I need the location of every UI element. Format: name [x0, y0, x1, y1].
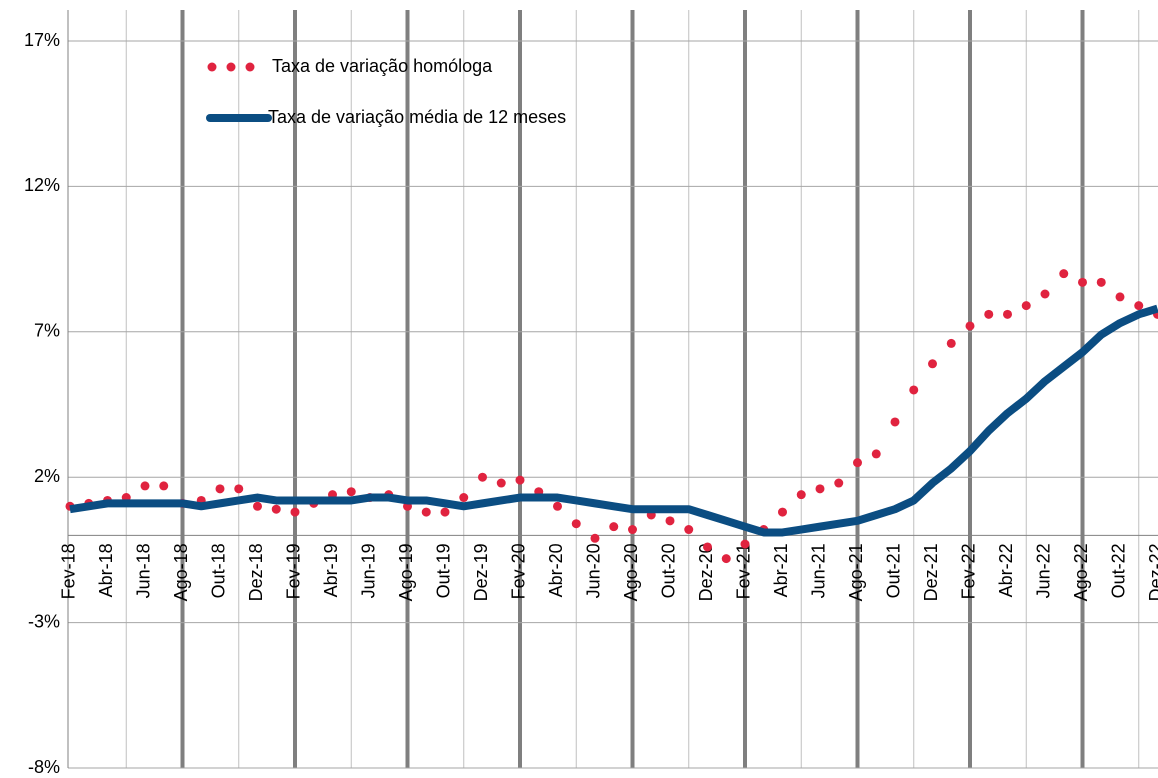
x-tick-label: Fev-20: [509, 543, 529, 599]
x-tick-label: Jun-22: [1034, 543, 1054, 598]
x-tick-label: Abr-19: [321, 543, 341, 597]
x-tick-label: Ago-18: [171, 543, 191, 601]
x-tick-label: Dez-22: [1146, 543, 1158, 601]
x-tick-label: Fev-18: [59, 543, 79, 599]
x-tick-label: Dez-20: [696, 543, 716, 601]
data-dot: [853, 458, 862, 468]
data-dot: [1115, 292, 1125, 302]
data-dot: [946, 338, 956, 348]
x-tick-label: Out-22: [1109, 543, 1129, 598]
x-tick-label: Out-20: [659, 543, 679, 598]
x-tick-label: Ago-21: [846, 543, 866, 601]
x-tick-label: Jun-21: [809, 543, 829, 598]
data-dot: [721, 554, 731, 564]
y-tick-label: -3%: [28, 611, 60, 631]
data-dot: [665, 516, 675, 526]
data-dot: [984, 309, 994, 319]
y-tick-label: 7%: [34, 321, 60, 341]
data-dot: [515, 475, 525, 485]
x-tick-label: Dez-18: [246, 543, 266, 601]
data-dot: [609, 522, 619, 532]
data-dot: [271, 504, 281, 514]
data-dot: [778, 507, 787, 517]
data-dot: [571, 519, 581, 529]
data-dot: [1059, 269, 1069, 279]
x-tick-label: Jun-20: [584, 543, 604, 598]
data-dot: [234, 484, 244, 494]
x-tick-label: Abr-21: [771, 543, 791, 597]
data-dot: [1003, 309, 1012, 319]
x-tick-label: Ago-22: [1071, 543, 1091, 601]
data-dot: [740, 539, 750, 549]
data-dot: [440, 507, 450, 517]
data-dot: [253, 501, 262, 511]
legend-marker: [226, 62, 236, 72]
x-tick-label: Out-18: [209, 543, 229, 598]
x-tick-label: Abr-20: [546, 543, 566, 597]
data-line: [69, 304, 1158, 537]
legend-label: Taxa de variação homóloga: [272, 56, 493, 76]
x-tick-label: Dez-19: [471, 543, 491, 601]
data-dot: [1040, 289, 1050, 299]
data-dot: [1096, 277, 1106, 287]
y-tick-label: 2%: [34, 466, 60, 486]
data-dot: [1078, 277, 1087, 287]
data-dot: [215, 484, 225, 494]
data-dot: [628, 525, 637, 535]
data-dot: [159, 481, 169, 491]
legend-marker: [207, 62, 217, 72]
data-dot: [871, 449, 881, 459]
data-dot: [909, 385, 919, 395]
x-tick-label: Abr-18: [96, 543, 116, 597]
data-dot: [965, 321, 975, 331]
x-tick-label: Ago-19: [396, 543, 416, 601]
x-tick-label: Ago-20: [621, 543, 641, 601]
data-dot: [928, 359, 937, 369]
x-tick-label: Abr-22: [996, 543, 1016, 597]
data-dot: [1021, 301, 1031, 311]
data-dot: [890, 417, 900, 427]
data-dot: [346, 487, 356, 497]
x-tick-label: Fev-19: [284, 543, 304, 599]
x-tick-label: Dez-21: [921, 543, 941, 601]
data-dot: [140, 481, 150, 491]
data-dot: [703, 542, 712, 552]
data-dot: [421, 507, 431, 517]
y-tick-label: 17%: [24, 30, 60, 50]
data-dot: [590, 533, 600, 543]
y-tick-label: 12%: [24, 175, 60, 195]
x-tick-label: Fev-21: [734, 543, 754, 599]
data-dot: [684, 525, 694, 535]
x-tick-label: Jun-19: [359, 543, 379, 598]
x-tick-label: Jun-18: [134, 543, 154, 598]
x-tick-label: Out-21: [884, 543, 904, 598]
data-dot: [796, 490, 806, 500]
legend-label: Taxa de variação média de 12 meses: [268, 107, 566, 127]
data-dot: [553, 501, 562, 511]
data-dot: [834, 478, 844, 488]
data-dot: [496, 478, 506, 488]
legend-marker: [245, 62, 255, 72]
data-dot: [815, 484, 825, 494]
data-dot: [478, 472, 487, 482]
x-tick-label: Out-19: [434, 543, 454, 598]
x-tick-label: Fev-22: [959, 543, 979, 599]
data-dot: [1134, 301, 1144, 311]
y-tick-label: -8%: [28, 757, 60, 777]
data-dot: [459, 493, 469, 503]
data-dot: [290, 507, 300, 517]
